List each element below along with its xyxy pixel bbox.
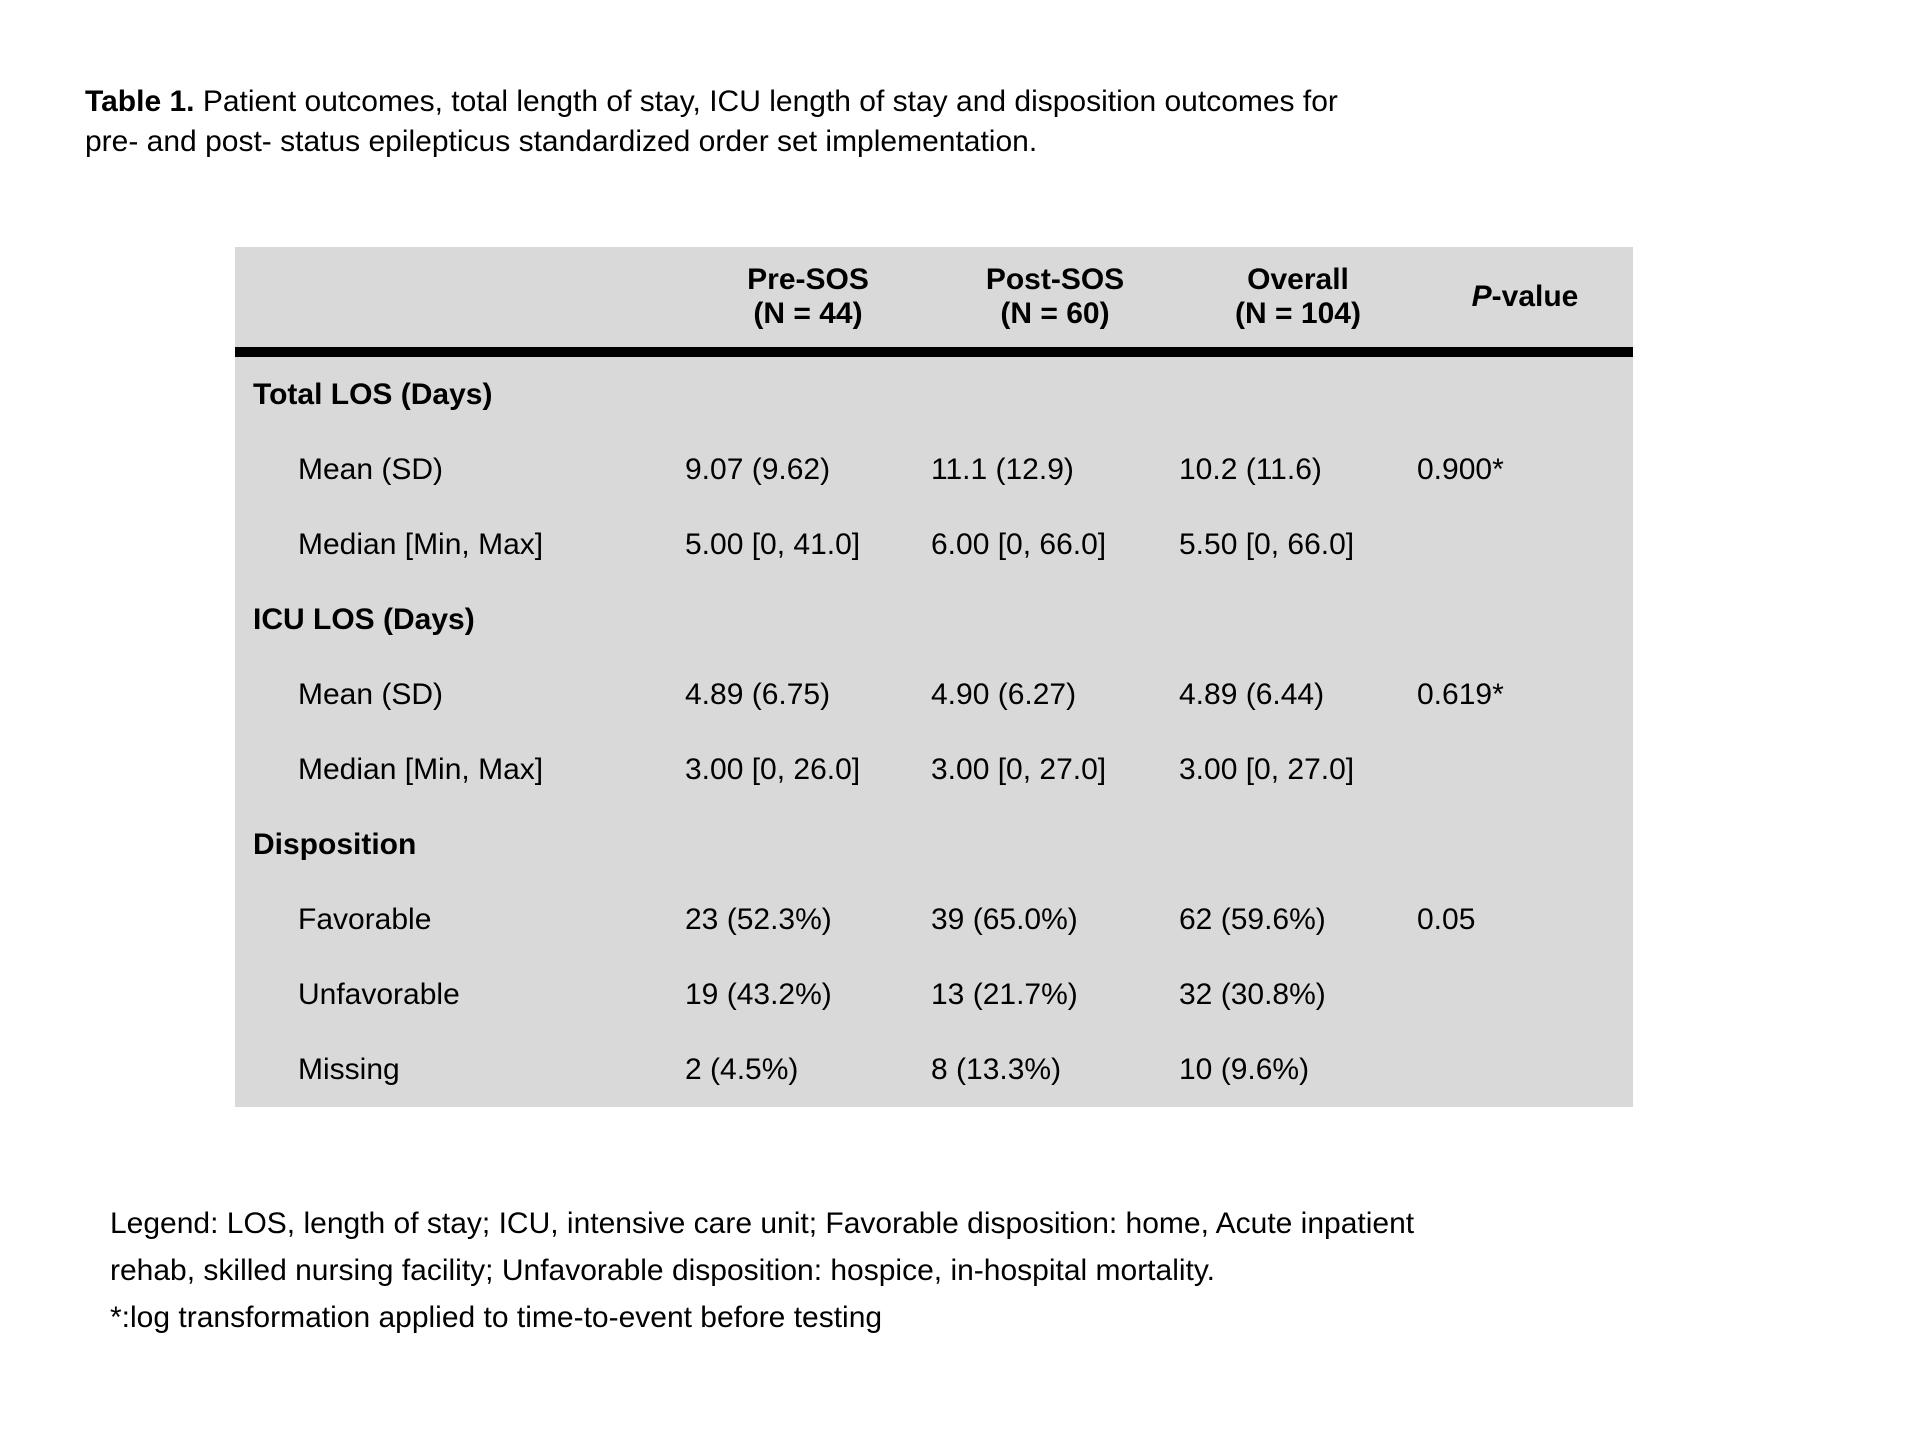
table-row-unfavorable: Unfavorable 19 (43.2%) 13 (21.7%) 32 (30…	[235, 957, 1633, 1032]
cell-post: 6.00 [0, 66.0]	[931, 527, 1107, 561]
table-row-total-los-median: Median [Min, Max] 5.00 [0, 41.0] 6.00 [0…	[235, 507, 1633, 582]
cell-pre: 3.00 [0, 26.0]	[685, 752, 861, 786]
table-row-disposition: Disposition	[235, 807, 1633, 882]
cell-overall: 32 (30.8%)	[1179, 977, 1326, 1011]
header-overall-label: Overall	[1247, 263, 1349, 296]
cell-p: 0.619*	[1417, 677, 1504, 711]
legend-line-3: *:log transformation applied to time-to-…	[110, 1301, 883, 1334]
row-label: Unfavorable	[298, 977, 460, 1011]
table-row-icu-los: ICU LOS (Days)	[235, 582, 1633, 657]
row-label: Mean (SD)	[298, 677, 444, 711]
cell-overall: 4.89 (6.44)	[1179, 677, 1325, 711]
table-caption: Table 1. Patient outcomes, total length …	[85, 82, 1485, 162]
cell-pre: 2 (4.5%)	[685, 1052, 799, 1086]
table-body: Total LOS (Days) Mean (SD) 9.07 (9.62) 1…	[235, 357, 1633, 1107]
cell-overall: 10 (9.6%)	[1179, 1052, 1310, 1086]
cell-pre: 23 (52.3%)	[685, 902, 832, 936]
header-overall-n: (N = 104)	[1235, 297, 1361, 330]
cell-post: 4.90 (6.27)	[931, 677, 1077, 711]
outcomes-table: Pre-SOS (N = 44) Post-SOS (N = 60) Overa…	[235, 247, 1633, 1107]
table-caption-text-line2: pre- and post- status epilepticus standa…	[85, 125, 1038, 158]
row-label: Mean (SD)	[298, 452, 444, 486]
row-label: Median [Min, Max]	[298, 752, 544, 786]
table-row-total-los-mean: Mean (SD) 9.07 (9.62) 11.1 (12.9) 10.2 (…	[235, 432, 1633, 507]
cell-overall: 5.50 [0, 66.0]	[1179, 527, 1355, 561]
cell-post: 8 (13.3%)	[931, 1052, 1062, 1086]
cell-post: 3.00 [0, 27.0]	[931, 752, 1107, 786]
row-label: Total LOS (Days)	[253, 377, 493, 411]
cell-post: 11.1 (12.9)	[931, 452, 1074, 486]
cell-overall: 62 (59.6%)	[1179, 902, 1326, 936]
header-p-italic: P	[1471, 280, 1492, 313]
cell-post: 39 (65.0%)	[931, 902, 1078, 936]
header-post-sos-label: Post-SOS	[985, 263, 1125, 296]
row-label: Missing	[298, 1052, 400, 1086]
table-row-missing: Missing 2 (4.5%) 8 (13.3%) 10 (9.6%)	[235, 1032, 1633, 1107]
row-label: Median [Min, Max]	[298, 527, 544, 561]
header-p-rest: -value	[1491, 280, 1579, 313]
cell-pre: 19 (43.2%)	[685, 977, 832, 1011]
cell-p: 0.900*	[1417, 452, 1504, 486]
row-label: ICU LOS (Days)	[253, 602, 475, 636]
table-row-total-los: Total LOS (Days)	[235, 357, 1633, 432]
row-label: Favorable	[298, 902, 432, 936]
header-pre-sos-n: (N = 44)	[753, 297, 863, 330]
header-post-sos: Post-SOS (N = 60)	[931, 247, 1179, 347]
header-p-value: P-value	[1417, 247, 1633, 347]
table-row-icu-los-mean: Mean (SD) 4.89 (6.75) 4.90 (6.27) 4.89 (…	[235, 657, 1633, 732]
row-label: Disposition	[253, 827, 417, 861]
table-header-row: Pre-SOS (N = 44) Post-SOS (N = 60) Overa…	[235, 247, 1633, 357]
table-legend: Legend: LOS, length of stay; ICU, intens…	[110, 1200, 1610, 1341]
cell-pre: 4.89 (6.75)	[685, 677, 831, 711]
table-caption-number: Table 1.	[85, 85, 195, 118]
cell-overall: 10.2 (11.6)	[1179, 452, 1322, 486]
table-caption-text-line1: Patient outcomes, total length of stay, …	[202, 85, 1338, 118]
legend-line-1: Legend: LOS, length of stay; ICU, intens…	[110, 1207, 1415, 1240]
table-row-icu-los-median: Median [Min, Max] 3.00 [0, 26.0] 3.00 [0…	[235, 732, 1633, 807]
header-post-sos-n: (N = 60)	[1000, 297, 1110, 330]
cell-p: 0.05	[1417, 902, 1476, 936]
legend-line-2: rehab, skilled nursing facility; Unfavor…	[110, 1254, 1215, 1287]
header-empty-cell	[235, 247, 685, 347]
header-pre-sos: Pre-SOS (N = 44)	[685, 247, 931, 347]
cell-post: 13 (21.7%)	[931, 977, 1078, 1011]
cell-pre: 5.00 [0, 41.0]	[685, 527, 861, 561]
header-pre-sos-label: Pre-SOS	[747, 263, 869, 296]
cell-pre: 9.07 (9.62)	[685, 452, 831, 486]
table-row-favorable: Favorable 23 (52.3%) 39 (65.0%) 62 (59.6…	[235, 882, 1633, 957]
header-overall: Overall (N = 104)	[1179, 247, 1417, 347]
header-p-value-label: P-value	[1472, 280, 1579, 314]
cell-overall: 3.00 [0, 27.0]	[1179, 752, 1355, 786]
